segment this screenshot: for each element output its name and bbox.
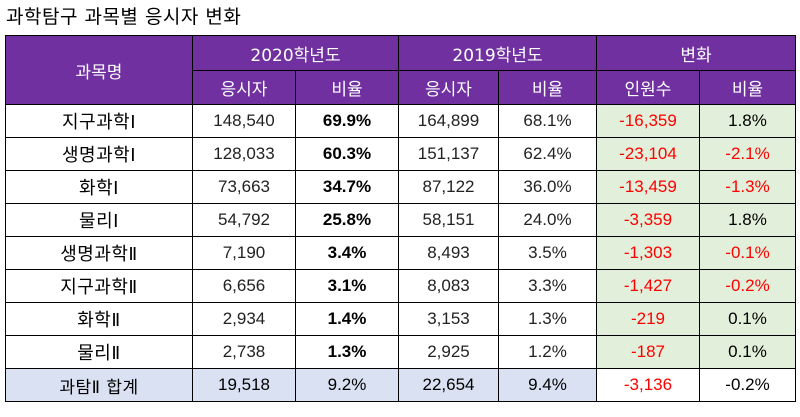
header-2020-applicants: 응시자 — [192, 70, 296, 105]
change-ratio-cell: 1.8% — [699, 104, 796, 138]
table-row: 물리Ⅱ 2,738 1.3% 2,925 1.2% -187 0.1% — [5, 335, 796, 369]
applicants-2020-cell: 73,663 — [192, 170, 296, 204]
ratio-2019-cell: 9.4% — [498, 368, 597, 402]
ratio-2019-cell: 1.3% — [498, 302, 597, 336]
subject-cell: 물리Ⅰ — [5, 203, 193, 237]
ratio-2019-cell: 3.5% — [498, 236, 597, 270]
table-row-total: 과탐Ⅱ 합계 19,518 9.2% 22,654 9.4% -3,136 -0.2% — [5, 368, 796, 402]
applicants-2019-cell: 151,137 — [398, 137, 499, 171]
header-change-headcount: 인원수 — [596, 70, 700, 105]
change-headcount-cell: -187 — [596, 335, 700, 369]
table-body: 지구과학Ⅰ 148,540 69.9% 164,899 68.1% -16,359 1.8%… — [5, 104, 796, 402]
table-row: 지구과학Ⅰ 148,540 69.9% 164,899 68.1% -16,359 1.8% — [5, 104, 796, 138]
ratio-2020-cell: 25.8% — [295, 203, 399, 237]
change-ratio-cell: -0.2% — [699, 368, 796, 402]
change-headcount-cell: -1,427 — [596, 269, 700, 303]
applicants-2020-cell: 148,540 — [192, 104, 296, 138]
header-2020-ratio: 비율 — [295, 70, 399, 105]
change-ratio-cell: 0.1% — [699, 335, 796, 369]
table-row: 화학Ⅱ 2,934 1.4% 3,153 1.3% -219 0.1% — [5, 302, 796, 336]
ratio-2020-cell: 3.4% — [295, 236, 399, 270]
subject-cell: 물리Ⅱ — [5, 335, 193, 369]
applicants-2020-cell: 2,934 — [192, 302, 296, 336]
subject-cell: 생명과학Ⅰ — [5, 137, 193, 171]
change-headcount-cell: -3,136 — [596, 368, 700, 402]
change-headcount-cell: -13,459 — [596, 170, 700, 204]
header-change: 변화 — [596, 35, 796, 71]
subject-cell: 과탐Ⅱ 합계 — [5, 368, 193, 402]
header-2019: 2019학년도 — [398, 35, 597, 71]
applicants-2020-cell: 2,738 — [192, 335, 296, 369]
header-change-ratio: 비율 — [699, 70, 796, 105]
ratio-2020-cell: 1.3% — [295, 335, 399, 369]
subject-cell: 화학Ⅰ — [5, 170, 193, 204]
ratio-2019-cell: 62.4% — [498, 137, 597, 171]
ratio-2020-cell: 69.9% — [295, 104, 399, 138]
ratio-2019-cell: 1.2% — [498, 335, 597, 369]
applicants-2020-cell: 7,190 — [192, 236, 296, 270]
applicants-2020-cell: 128,033 — [192, 137, 296, 171]
change-headcount-cell: -1,303 — [596, 236, 700, 270]
applicants-table: 과목명 2020학년도 2019학년도 변화 응시자 비율 응시자 비율 인원수… — [5, 35, 796, 402]
change-headcount-cell: -23,104 — [596, 137, 700, 171]
ratio-2019-cell: 68.1% — [498, 104, 597, 138]
ratio-2020-cell: 9.2% — [295, 368, 399, 402]
change-ratio-cell: 0.1% — [699, 302, 796, 336]
applicants-2020-cell: 19,518 — [192, 368, 296, 402]
subject-cell: 지구과학Ⅱ — [5, 269, 193, 303]
applicants-2019-cell: 8,493 — [398, 236, 499, 270]
change-ratio-cell: -1.3% — [699, 170, 796, 204]
applicants-2019-cell: 22,654 — [398, 368, 499, 402]
ratio-2020-cell: 60.3% — [295, 137, 399, 171]
table-row: 생명과학Ⅱ 7,190 3.4% 8,493 3.5% -1,303 -0.1% — [5, 236, 796, 270]
subject-cell: 지구과학Ⅰ — [5, 104, 193, 138]
change-ratio-cell: -0.2% — [699, 269, 796, 303]
ratio-2020-cell: 34.7% — [295, 170, 399, 204]
page-title: 과학탐구 과목별 응시자 변화 — [6, 6, 242, 28]
applicants-2019-cell: 3,153 — [398, 302, 499, 336]
header-2019-ratio: 비율 — [498, 70, 597, 105]
change-headcount-cell: -3,359 — [596, 203, 700, 237]
applicants-2019-cell: 164,899 — [398, 104, 499, 138]
change-headcount-cell: -219 — [596, 302, 700, 336]
header-2020: 2020학년도 — [192, 35, 399, 71]
subject-cell: 생명과학Ⅱ — [5, 236, 193, 270]
applicants-2020-cell: 6,656 — [192, 269, 296, 303]
change-ratio-cell: -2.1% — [699, 137, 796, 171]
table-row: 생명과학Ⅰ 128,033 60.3% 151,137 62.4% -23,104 -2.1… — [5, 137, 796, 171]
ratio-2020-cell: 3.1% — [295, 269, 399, 303]
ratio-2019-cell: 24.0% — [498, 203, 597, 237]
header-subject: 과목명 — [5, 35, 193, 105]
change-headcount-cell: -16,359 — [596, 104, 700, 138]
ratio-2019-cell: 3.3% — [498, 269, 597, 303]
applicants-2019-cell: 87,122 — [398, 170, 499, 204]
table-row: 화학Ⅰ 73,663 34.7% 87,122 36.0% -13,459 -1.3% — [5, 170, 796, 204]
applicants-2020-cell: 54,792 — [192, 203, 296, 237]
change-ratio-cell: 1.8% — [699, 203, 796, 237]
table-row: 물리Ⅰ 54,792 25.8% 58,151 24.0% -3,359 1.8% — [5, 203, 796, 237]
applicants-2019-cell: 2,925 — [398, 335, 499, 369]
change-ratio-cell: -0.1% — [699, 236, 796, 270]
header-2019-applicants: 응시자 — [398, 70, 499, 105]
ratio-2020-cell: 1.4% — [295, 302, 399, 336]
applicants-2019-cell: 8,083 — [398, 269, 499, 303]
table-row: 지구과학Ⅱ 6,656 3.1% 8,083 3.3% -1,427 -0.2% — [5, 269, 796, 303]
applicants-2019-cell: 58,151 — [398, 203, 499, 237]
subject-cell: 화학Ⅱ — [5, 302, 193, 336]
ratio-2019-cell: 36.0% — [498, 170, 597, 204]
